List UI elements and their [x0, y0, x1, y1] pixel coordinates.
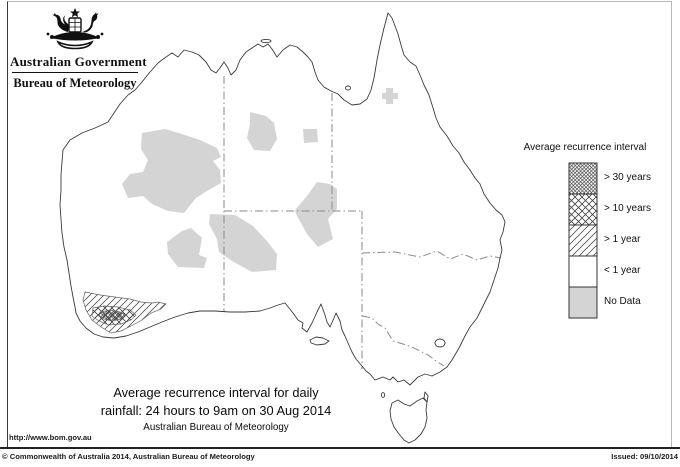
legend-swatch-no-data [568, 286, 598, 319]
legend-swatch-gt-30-years [568, 162, 598, 195]
caption-line-3: Australian Bureau of Meteorology [143, 422, 289, 433]
legend-swatch-lt-1-year [568, 255, 598, 288]
bom-url-text: http://www.bom.gov.au [9, 433, 92, 442]
kangaroo-island [309, 336, 330, 346]
no-data-regions [122, 88, 398, 272]
legend-swatch-column [568, 162, 598, 319]
legend-label-no-data: No Data [604, 296, 641, 307]
region-gt-30-years [98, 309, 127, 322]
legend-label-gt-30-years: > 30 years [604, 172, 651, 183]
government-title: Australian Government [10, 54, 147, 69]
act-outline [434, 338, 446, 348]
government-header: Australian Government Bureau of Meteorol… [10, 8, 147, 91]
copyright-text: © Commonwealth of Australia 2014, Austra… [2, 452, 255, 461]
state-borders [223, 76, 502, 369]
agency-title: Bureau of Meteorology [13, 76, 137, 90]
issued-date-text: Issued: 09/10/2014 [611, 452, 678, 461]
frame-bottom-rule [0, 447, 680, 449]
map-frame [7, 1, 672, 447]
recurrence-hatched-region [82, 291, 167, 334]
legend-swatch-gt-10-years [568, 193, 598, 226]
caption-line-1: Average recurrence interval for daily [113, 385, 319, 400]
header-divider [12, 72, 138, 73]
australian-coat-of-arms-icon [46, 8, 104, 50]
groote-eylandt [345, 85, 351, 91]
melville-island [260, 38, 272, 44]
king-island [380, 392, 386, 398]
legend-label-gt-1-year: > 1 year [604, 234, 641, 245]
caption-line-2: rainfall: 24 hours to 9am on 30 Aug 2014 [100, 403, 332, 418]
legend-label-gt-10-years: > 10 years [604, 203, 651, 214]
flinders-island [423, 391, 429, 403]
legend-title: Average recurrence interval [523, 142, 647, 153]
legend-label-lt-1-year: < 1 year [604, 265, 641, 276]
legend-swatch-gt-1-year [568, 224, 598, 257]
tasmania [389, 397, 428, 444]
coastline [59, 12, 506, 444]
map-caption: Average recurrence interval for daily ra… [66, 384, 366, 434]
